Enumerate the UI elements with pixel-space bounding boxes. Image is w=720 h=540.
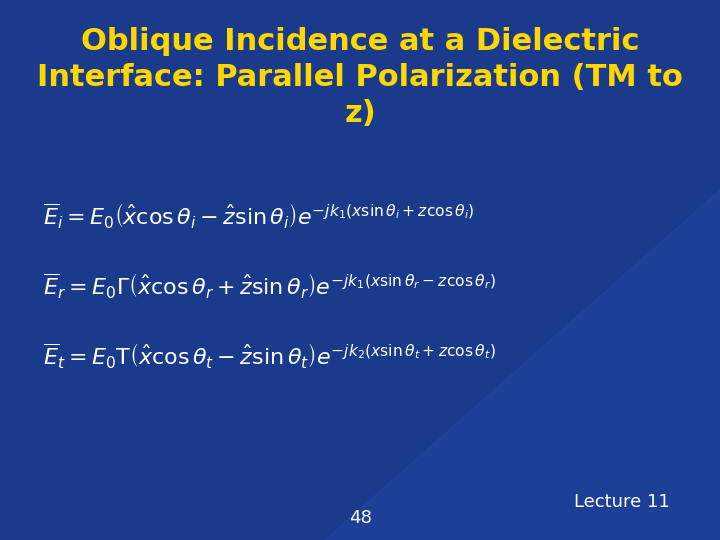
Text: 48: 48 [348,509,372,528]
Text: Oblique Incidence at a Dielectric
Interface: Parallel Polarization (TM to
z): Oblique Incidence at a Dielectric Interf… [37,27,683,128]
Text: Lecture 11: Lecture 11 [574,493,670,511]
Polygon shape [324,189,720,540]
Text: $\overline{E}_i = E_0\left(\hat{x}\cos\theta_i - \hat{z}\sin\theta_i\right)e^{-j: $\overline{E}_i = E_0\left(\hat{x}\cos\t… [43,201,474,231]
Text: $\overline{E}_r = E_0\Gamma\left(\hat{x}\cos\theta_r + \hat{z}\sin\theta_r\right: $\overline{E}_r = E_0\Gamma\left(\hat{x}… [43,272,496,301]
Text: $\overline{E}_t = E_0\mathrm{T}\left(\hat{x}\cos\theta_t - \hat{z}\sin\theta_t\r: $\overline{E}_t = E_0\mathrm{T}\left(\ha… [43,342,496,371]
